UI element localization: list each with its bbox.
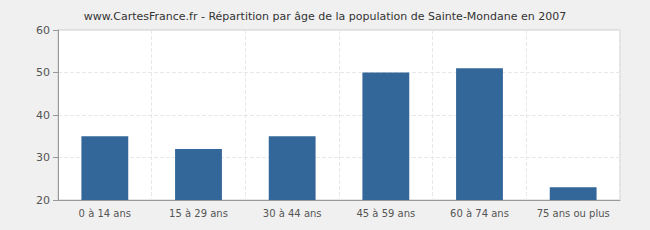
svg-text:30 à 44 ans: 30 à 44 ans	[263, 208, 322, 219]
svg-text:45 à 59 ans: 45 à 59 ans	[356, 208, 415, 219]
svg-text:50: 50	[36, 66, 50, 79]
svg-text:15 à 29 ans: 15 à 29 ans	[169, 208, 228, 219]
svg-text:20: 20	[36, 194, 50, 207]
svg-text:75 ans ou plus: 75 ans ou plus	[537, 208, 610, 219]
svg-text:60: 60	[36, 24, 50, 37]
svg-text:www.CartesFrance.fr - Répartit: www.CartesFrance.fr - Répartition par âg…	[84, 10, 567, 23]
svg-text:0 à 14 ans: 0 à 14 ans	[79, 208, 131, 219]
svg-text:60 à 74 ans: 60 à 74 ans	[450, 208, 509, 219]
svg-text:30: 30	[36, 151, 50, 164]
svg-text:40: 40	[36, 109, 50, 122]
